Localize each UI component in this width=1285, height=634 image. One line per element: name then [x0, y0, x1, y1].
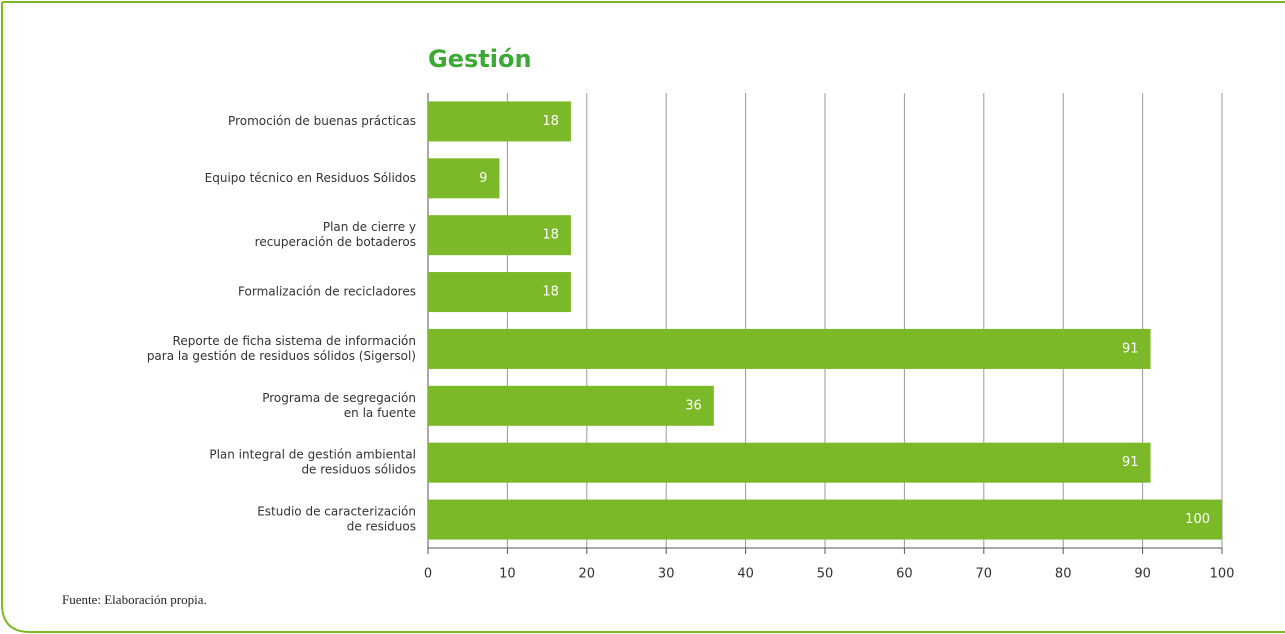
y-tick-label: Estudio de caracterización [257, 505, 416, 519]
x-tick-label: 40 [737, 567, 754, 582]
bar [428, 215, 571, 256]
x-tick-label: 10 [499, 567, 516, 582]
data-label: 18 [542, 114, 559, 129]
x-tick-label: 20 [579, 567, 596, 582]
y-tick-label: para la gestión de residuos sólidos (Sig… [147, 349, 416, 363]
bar [428, 328, 1151, 369]
data-label: 18 [542, 285, 559, 300]
data-label: 36 [685, 398, 702, 413]
bar [428, 499, 1222, 540]
x-tick-label: 90 [1134, 567, 1151, 582]
y-tick-label: Plan integral de gestión ambiental [209, 448, 416, 462]
y-tick-label: Reporte de ficha sistema de información [173, 334, 416, 348]
source: Fuente: Elaboración propia. [62, 592, 207, 607]
x-tick-label: 60 [896, 567, 913, 582]
y-tick-label: Promoción de buenas prácticas [228, 114, 416, 128]
y-tick-label: Equipo técnico en Residuos Sólidos [205, 171, 416, 185]
y-tick-label: recuperación de botaderos [255, 235, 416, 249]
x-tick-label: 30 [658, 567, 675, 582]
bar [428, 158, 500, 199]
y-tick-label: Programa de segregación [262, 391, 416, 405]
bar [428, 385, 714, 426]
data-label: 91 [1122, 341, 1139, 356]
bar [428, 272, 571, 313]
y-tick-label: de residuos sólidos [301, 463, 416, 477]
y-tick-label: en la fuente [344, 406, 416, 420]
data-label: 9 [479, 171, 487, 186]
y-tick-label: Formalización de recicladores [238, 285, 416, 299]
x-tick-label: 0 [424, 567, 432, 582]
y-tick-label: Plan de cierre y [323, 220, 416, 234]
x-tick-label: 80 [1055, 567, 1072, 582]
bar [428, 101, 571, 142]
x-tick-label: 70 [976, 567, 993, 582]
data-label: 91 [1122, 455, 1139, 470]
y-tick-label: de residuos [347, 520, 416, 534]
x-tick-label: 100 [1210, 567, 1235, 582]
data-label: 100 [1185, 512, 1210, 527]
chart-title: Gestión [428, 45, 532, 73]
x-tick-label: 50 [817, 567, 834, 582]
bar [428, 442, 1151, 483]
data-label: 18 [542, 228, 559, 243]
